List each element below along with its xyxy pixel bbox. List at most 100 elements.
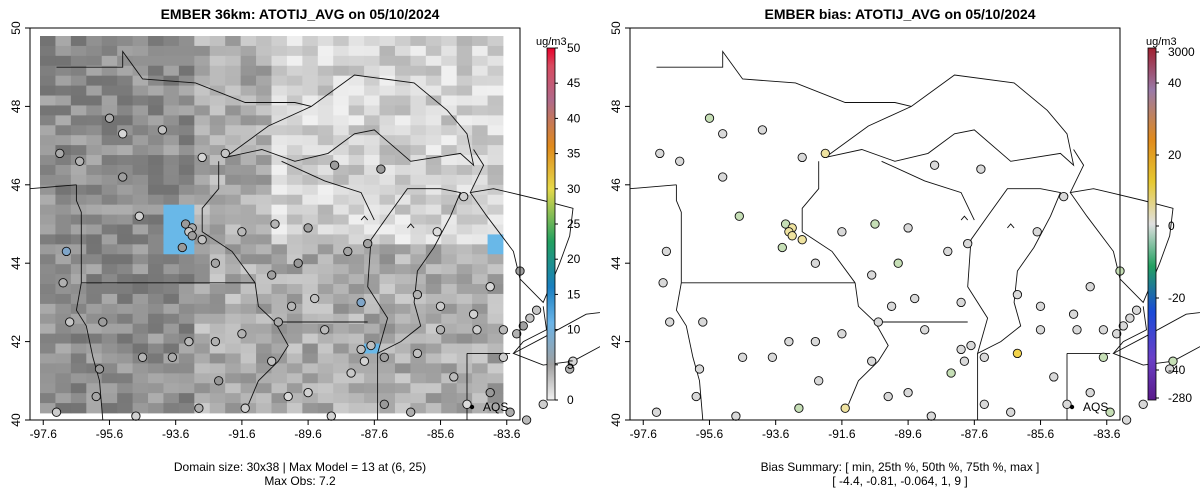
grid-cell bbox=[394, 85, 411, 96]
grid-cell bbox=[317, 95, 334, 106]
grid-cell bbox=[194, 75, 211, 86]
grid-cell bbox=[178, 174, 195, 186]
grid-cell bbox=[209, 343, 226, 354]
grid-cell bbox=[148, 194, 164, 206]
grid-cell bbox=[379, 36, 396, 47]
grid-cell bbox=[55, 323, 72, 335]
grid-cell bbox=[40, 373, 56, 384]
grid-cell bbox=[70, 363, 87, 374]
grid-cell bbox=[86, 353, 103, 364]
station-point bbox=[837, 329, 847, 339]
grid-cell bbox=[317, 284, 334, 295]
lake-michigan-outline bbox=[367, 188, 462, 355]
station-point bbox=[512, 329, 522, 339]
station-point bbox=[412, 289, 423, 300]
grid-cell bbox=[456, 45, 473, 57]
grid-cell bbox=[487, 234, 504, 245]
grid-cell bbox=[148, 244, 164, 255]
grid-cell bbox=[333, 184, 350, 196]
grid-cell bbox=[487, 393, 504, 404]
grid-cell bbox=[101, 293, 118, 305]
grid-cell bbox=[101, 234, 118, 245]
grid-cell bbox=[163, 373, 180, 384]
grid-cell bbox=[394, 313, 411, 325]
grid-cell bbox=[256, 105, 272, 116]
island-outline bbox=[407, 223, 415, 229]
grid-cell bbox=[256, 244, 272, 255]
grid-cell bbox=[70, 95, 87, 106]
station-point bbox=[1085, 387, 1095, 398]
grid-cell bbox=[117, 164, 133, 176]
grid-cell bbox=[286, 234, 303, 245]
grid-cell bbox=[271, 303, 288, 315]
grid-cell bbox=[132, 204, 149, 215]
aqs-legend-label: AQS bbox=[1083, 400, 1108, 414]
grid-cell bbox=[101, 125, 118, 136]
grid-cell bbox=[70, 125, 87, 136]
grid-cell bbox=[163, 105, 180, 116]
grid-cell bbox=[364, 363, 380, 374]
grid-cell bbox=[132, 55, 149, 67]
grid-cell bbox=[55, 155, 72, 166]
state-border bbox=[513, 306, 547, 354]
grid-cell bbox=[132, 333, 149, 344]
station-point bbox=[538, 399, 548, 409]
grid-cell bbox=[117, 393, 133, 404]
grid-cell bbox=[40, 75, 56, 86]
station-point bbox=[210, 336, 221, 347]
grid-cell bbox=[364, 75, 380, 86]
grid-cell bbox=[317, 164, 334, 176]
grid-cell bbox=[86, 244, 103, 255]
grid-cell bbox=[225, 145, 242, 156]
grid-cell bbox=[132, 383, 149, 394]
grid-cell bbox=[379, 303, 396, 315]
grid-cell bbox=[271, 363, 288, 374]
grid-cell bbox=[286, 125, 303, 136]
station-point bbox=[963, 238, 973, 249]
grid-cell bbox=[271, 95, 288, 106]
grid-cell bbox=[456, 135, 473, 146]
grid-cell bbox=[410, 135, 427, 146]
grid-cell bbox=[209, 164, 226, 176]
grid-cell bbox=[425, 264, 442, 275]
grid-cell bbox=[441, 115, 458, 126]
grid-cell bbox=[117, 204, 133, 215]
grid-cell bbox=[256, 353, 272, 364]
model-map: AQS -97.6 -95.6 -93.6 -91.6 -89.6 -87.6 -85.6 -8… bbox=[9, 21, 600, 441]
grid-cell bbox=[410, 204, 427, 215]
station-point bbox=[267, 356, 277, 366]
grid-cell bbox=[364, 274, 380, 285]
grid-cell bbox=[441, 174, 458, 186]
grid-cell bbox=[209, 204, 226, 215]
grid-cell bbox=[394, 155, 411, 166]
grid-cell bbox=[132, 323, 149, 335]
station-point bbox=[118, 129, 128, 139]
grid-cell bbox=[472, 125, 488, 136]
grid-cell bbox=[163, 343, 180, 354]
grid-cell bbox=[194, 373, 211, 384]
grid-cell bbox=[348, 55, 365, 67]
grid-cell bbox=[163, 204, 180, 215]
grid-cell bbox=[117, 403, 133, 414]
grid-cell bbox=[333, 36, 350, 47]
grid-cell bbox=[132, 194, 149, 206]
station-point bbox=[462, 399, 472, 409]
grid-cell bbox=[70, 323, 87, 335]
grid-cell bbox=[456, 284, 473, 295]
grid-cell bbox=[256, 45, 272, 57]
grid-cell bbox=[348, 383, 365, 394]
grid-cell bbox=[194, 284, 211, 295]
grid-cell bbox=[271, 36, 288, 47]
grid-cell bbox=[132, 254, 149, 265]
grid-cell bbox=[178, 184, 195, 196]
station-point bbox=[1032, 227, 1042, 237]
grid-cell bbox=[456, 145, 473, 156]
colorbar-tick-label: 50 bbox=[567, 41, 581, 55]
grid-cell bbox=[163, 164, 180, 176]
grid-cell bbox=[86, 274, 103, 285]
grid-cell bbox=[163, 244, 180, 255]
grid-cell bbox=[194, 105, 211, 116]
grid-cell bbox=[55, 75, 72, 86]
grid-cell bbox=[379, 145, 396, 156]
lake-superior-outline bbox=[225, 74, 475, 167]
